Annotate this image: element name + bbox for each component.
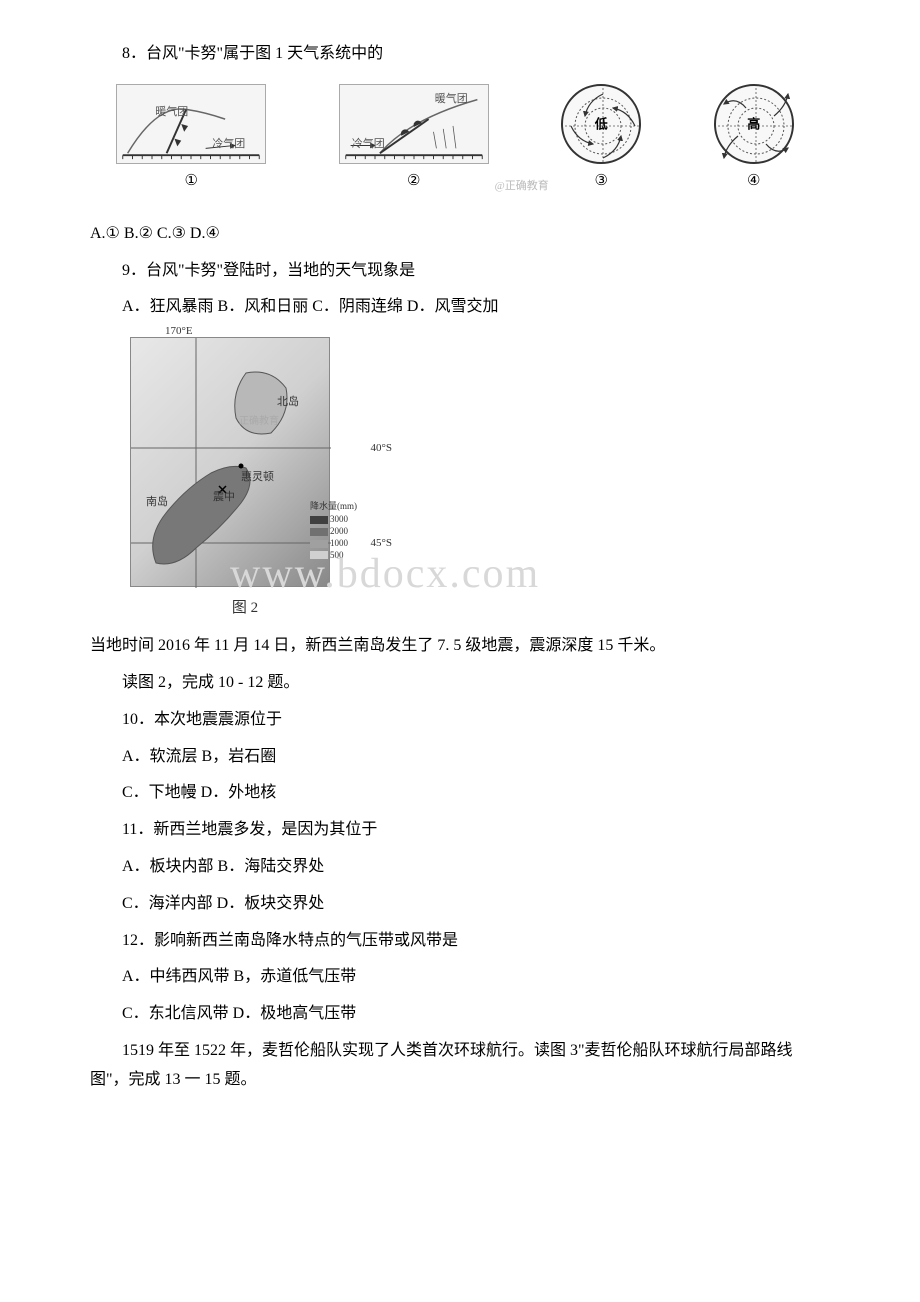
diagram-2-warm-front: 暖气团 冷气团 ② @正确教育	[339, 84, 489, 195]
legend-title: 降水量(mm)	[310, 501, 357, 513]
question-10-text: 10．本次地震震源位于	[90, 706, 820, 735]
legend-swatch-3	[310, 551, 328, 559]
question-9-options: A．狂风暴雨 B．风和日丽 C．阴雨连绵 D．风雪交加	[90, 293, 820, 322]
figure-2-map: 170°E 北岛 惠灵顿 南岛 震中 正确教育 降水量(mm)	[130, 337, 360, 622]
figure-1-diagrams: 暖气团 冷气团 ① 暖气团 冷气团	[90, 84, 820, 195]
diagram-3-number: ③	[561, 168, 641, 195]
legend-val-0: 3000	[330, 514, 348, 524]
question-8-options: A.① B.② C.③ D.④	[90, 220, 820, 249]
question-10-options-ab: A．软流层 B，岩石圈	[90, 743, 820, 772]
legend-swatch-2	[310, 540, 328, 548]
magellan-intro-text: 1519 年至 1522 年，麦哲伦船队实现了人类首次环球航行。读图 3"麦哲伦…	[90, 1037, 820, 1095]
diagram-1-cold-label: 冷气团	[212, 135, 245, 155]
nz-intro-text: 当地时间 2016 年 11 月 14 日，新西兰南岛发生了 7. 5 级地震，…	[90, 632, 820, 661]
diagram-1-cold-front: 暖气团 冷气团 ①	[116, 84, 266, 195]
diagram-2-number: ②	[339, 168, 489, 195]
legend-val-3: 500	[330, 550, 344, 560]
map-north-island-label: 北岛	[277, 393, 299, 413]
map-latitude-45s: 45°S	[370, 534, 392, 554]
diagram-2-warm-label: 暖气团	[435, 90, 468, 110]
legend-val-1: 2000	[330, 526, 348, 536]
diagram-4-center-label: 高	[747, 112, 760, 135]
map-wellington-label: 惠灵顿	[241, 468, 274, 488]
diagram-3-center-label: 低	[595, 112, 608, 135]
question-9-text: 9．台风"卡努"登陆时，当地的天气现象是	[90, 257, 820, 286]
question-11-text: 11．新西兰地震多发，是因为其位于	[90, 816, 820, 845]
map-inner-watermark: 正确教育	[239, 413, 279, 431]
legend-swatch-1	[310, 528, 328, 536]
map-legend: 降水量(mm) 3000 2000 1000 500	[310, 501, 357, 561]
figure-2-caption: 图 2	[130, 595, 360, 622]
question-11-options-cd: C．海洋内部 D．板块交界处	[90, 890, 820, 919]
diagram-1-warm-label: 暖气团	[155, 103, 188, 123]
diagram-3-low-pressure: 低 ③	[561, 84, 641, 195]
question-12-options-ab: A．中纬西风带 B，赤道低气压带	[90, 963, 820, 992]
question-11-options-ab: A．板块内部 B．海陆交界处	[90, 853, 820, 882]
diagram-2-cold-label: 冷气团	[352, 135, 385, 155]
question-10-options-cd: C．下地幔 D．外地核	[90, 779, 820, 808]
read-figure-2-instruction: 读图 2，完成 10 - 12 题。	[90, 669, 820, 698]
legend-swatch-0	[310, 516, 328, 524]
diagram-watermark: @正确教育	[495, 177, 549, 197]
map-epicenter-label: 震中	[213, 488, 235, 508]
map-south-island-label: 南岛	[146, 493, 168, 513]
question-12-text: 12．影响新西兰南岛降水特点的气压带或风带是	[90, 927, 820, 956]
question-8-text: 8．台风"卡努"属于图 1 天气系统中的	[90, 40, 820, 69]
map-latitude-40s: 40°S	[370, 439, 392, 459]
diagram-1-number: ①	[116, 168, 266, 195]
legend-val-2: 1000	[330, 538, 348, 548]
diagram-4-high-pressure: 高 ④	[714, 84, 794, 195]
question-12-options-cd: C．东北信风带 D．极地高气压带	[90, 1000, 820, 1029]
diagram-4-number: ④	[714, 168, 794, 195]
